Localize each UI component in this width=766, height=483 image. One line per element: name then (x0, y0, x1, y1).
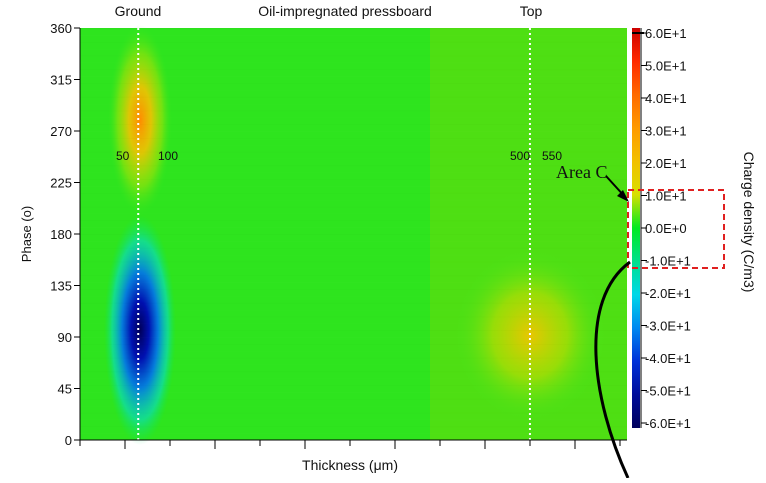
heatmap-texture-band (80, 275, 627, 276)
heatmap-texture-band (80, 234, 627, 235)
region-label-top: Top (520, 3, 543, 19)
heatmap-texture-band (80, 330, 627, 331)
heatmap-texture-band (80, 378, 627, 379)
heatmap-texture-band (80, 145, 627, 146)
boundary-annotation-50: 50 (116, 149, 130, 163)
heatmap-texture-band (80, 97, 627, 98)
y-tick-label: 315 (50, 73, 72, 88)
heatmap-texture-band (80, 289, 627, 290)
heatmap-texture-band (80, 138, 627, 139)
y-tick-label: 180 (50, 227, 72, 242)
colorbar-tick-label: -2.0E+1 (645, 286, 691, 301)
heatmap-texture-band (80, 220, 627, 221)
heatmap-texture-band (80, 104, 627, 105)
heatmap-texture-band (80, 433, 627, 434)
heatmap-texture-band (80, 117, 627, 118)
heatmap-texture-band (80, 49, 627, 50)
heatmap-texture-band (80, 406, 627, 407)
heatmap-texture-band (80, 296, 627, 297)
heatmap-texture-band (80, 213, 627, 214)
heatmap-texture-band (80, 248, 627, 249)
heatmap-texture-band (80, 193, 627, 194)
heatmap-texture-band (80, 186, 627, 187)
heatmap-texture-band (80, 413, 627, 414)
heatmap-texture-band (80, 227, 627, 228)
colorbar (632, 28, 640, 428)
heatmap-texture-band (80, 207, 627, 208)
colorbar-tick-label: 3.0E+1 (645, 124, 687, 139)
region-label-pressboard: Oil-impregnated pressboard (258, 3, 432, 19)
heatmap-texture-band (80, 62, 627, 63)
boundary-annotation-100: 100 (158, 149, 178, 163)
colorbar-tick-label: -1.0E+1 (645, 254, 691, 269)
region-label-ground: Ground (115, 3, 162, 19)
heatmap-texture-band (80, 358, 627, 359)
heatmap-texture-band (80, 90, 627, 91)
area-annotation-box (627, 189, 725, 269)
y-tick-label: 0 (65, 433, 72, 448)
heatmap-texture-band (80, 351, 627, 352)
colorbar-tick-label: -4.0E+1 (645, 351, 691, 366)
heatmap-texture-band (80, 179, 627, 180)
heatmap-texture-band (80, 241, 627, 242)
heatmap-feature-ground-positive (108, 25, 172, 215)
heatmap-texture-band (80, 76, 627, 77)
colorbar-tick-label: 5.0E+1 (645, 59, 687, 74)
boundary-annotation-500: 500 (510, 149, 530, 163)
heatmap-texture-band (80, 83, 627, 84)
y-tick-label: 45 (58, 382, 72, 397)
colorbar-tick-label: -3.0E+1 (645, 319, 691, 334)
heatmap-texture-band (80, 282, 627, 283)
heatmap-texture-band (80, 131, 627, 132)
x-axis-label: Thickness (μm) (302, 457, 398, 473)
y-axis-label: Phase (o) (19, 206, 34, 262)
colorbar-tick-label: 6.0E+1 (645, 26, 687, 41)
heatmap-texture-band (80, 303, 627, 304)
heatmap-texture-band (80, 124, 627, 125)
heatmap-texture-band (80, 35, 627, 36)
boundary-annotation-550: 550 (542, 149, 562, 163)
heatmap-feature-ground-negative (104, 215, 176, 445)
colorbar-tick-label: -5.0E+1 (645, 384, 691, 399)
heatmap-texture-band (80, 337, 627, 338)
area-annotation-label: Area C (556, 162, 607, 182)
heatmap-texture-band (80, 255, 627, 256)
colorbar-label: Charge density (C/m3) (741, 152, 757, 293)
heatmap-texture-band (80, 172, 627, 173)
heatmap-texture-band (80, 261, 627, 262)
heatmap-texture-band (80, 399, 627, 400)
colorbar-tick-label: 0.0E+0 (645, 221, 687, 236)
colorbar-tick-label: 4.0E+1 (645, 91, 687, 106)
y-tick-label: 225 (50, 176, 72, 191)
heatmap-texture-band (80, 323, 627, 324)
heatmap-texture-band (80, 419, 627, 420)
heatmap-texture-band (80, 110, 627, 111)
heatmap-texture-band (80, 55, 627, 56)
heatmap-texture-band (80, 28, 627, 29)
colorbar-tick-label: 2.0E+1 (645, 156, 687, 171)
heatmap-texture-band (80, 42, 627, 43)
heatmap-texture-band (80, 165, 627, 166)
area-annotation-leader-curve (594, 260, 631, 479)
colorbar-tick-label: 1.0E+1 (645, 189, 687, 204)
heatmap-texture-band (80, 200, 627, 201)
heatmap-texture-band (80, 364, 627, 365)
y-tick-label: 135 (50, 279, 72, 294)
heatmap-texture-band (80, 344, 627, 345)
heatmap-texture-band (80, 316, 627, 317)
heatmap-texture-band (80, 385, 627, 386)
heatmap-texture-band (80, 426, 627, 427)
area-annotation-arrowhead (617, 190, 629, 202)
y-tick-label: 360 (50, 21, 72, 36)
heatmap-texture-band (80, 392, 627, 393)
heatmap-texture-band (80, 268, 627, 269)
colorbar-tick-label: -6.0E+1 (645, 416, 691, 431)
y-tick-label: 270 (50, 124, 72, 139)
heatmap-texture-band (80, 69, 627, 70)
heatmap-texture-band (80, 371, 627, 372)
heatmap-texture-band (80, 310, 627, 311)
y-tick-label: 90 (58, 330, 72, 345)
